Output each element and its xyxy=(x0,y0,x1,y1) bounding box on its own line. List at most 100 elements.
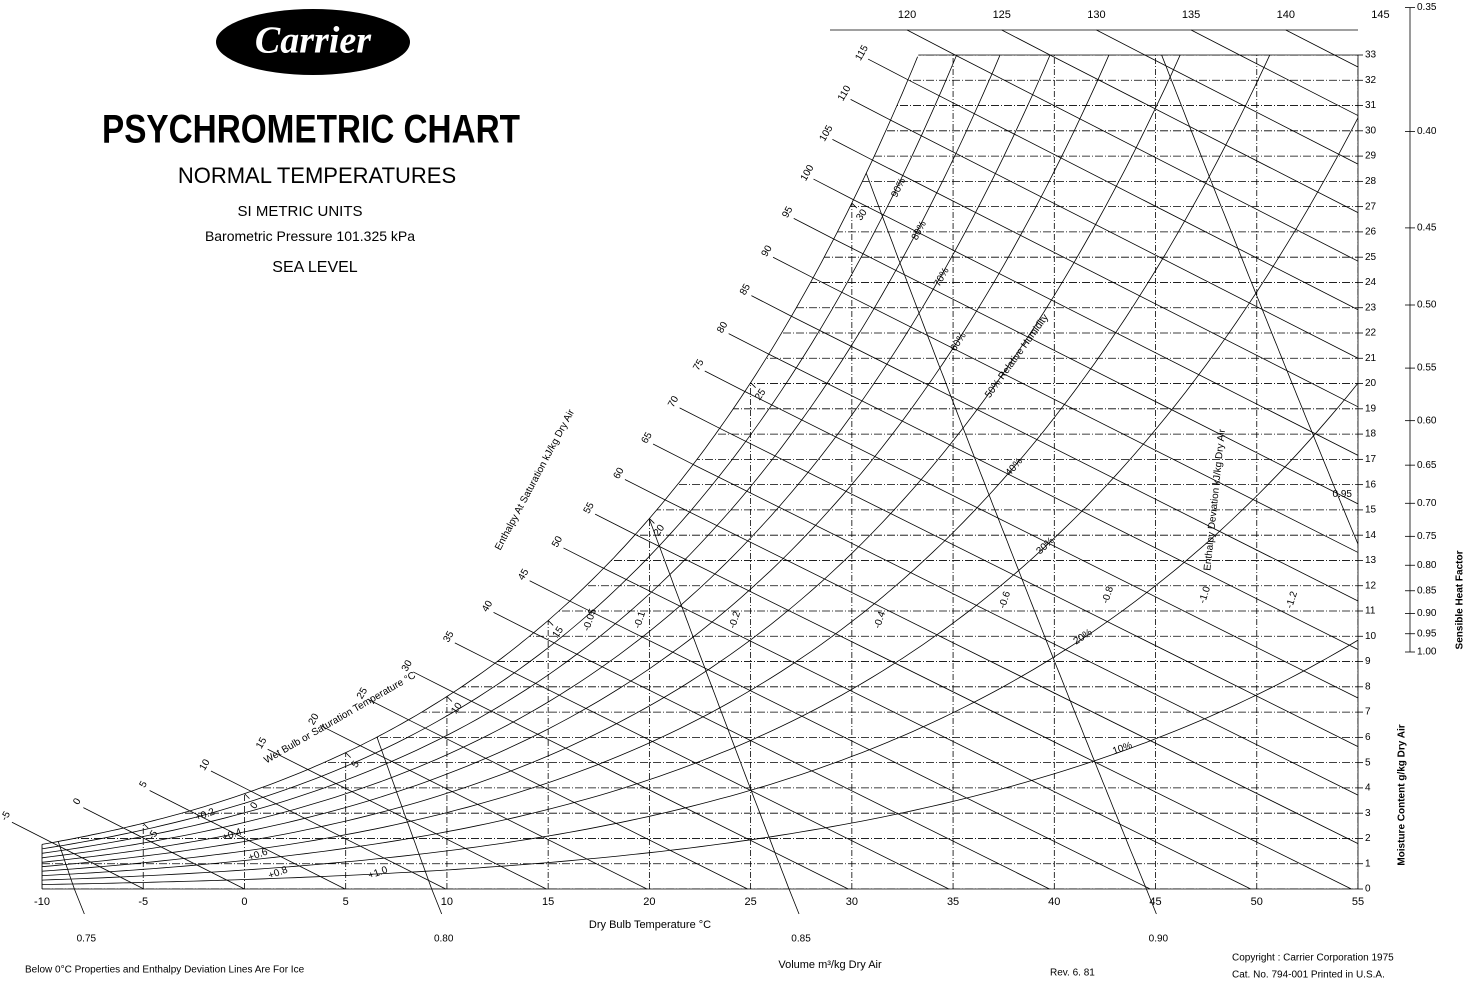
enthalpy-label: 75 xyxy=(691,357,706,373)
enthalpy-line xyxy=(744,391,1359,699)
rh-curve xyxy=(42,55,974,850)
wet-bulb-tick xyxy=(750,382,756,388)
y-tick-label: 6 xyxy=(1365,732,1371,743)
enthalpy-extension xyxy=(413,671,454,693)
x-tick-label: 35 xyxy=(947,896,959,908)
wet-bulb-label: 5 xyxy=(350,759,362,770)
x-axis-label: Dry Bulb Temperature °C xyxy=(589,919,711,931)
enthalpy-label: 10 xyxy=(198,757,213,773)
pressure-unit: kPa xyxy=(391,228,415,244)
wet-bulb-label: 15 xyxy=(551,624,567,640)
enthalpy-line xyxy=(692,464,1359,796)
copyright: Copyright : Carrier Corporation 1975 xyxy=(1232,953,1394,964)
enthalpy-label: 100 xyxy=(799,163,817,183)
y-tick-label: 8 xyxy=(1365,681,1371,692)
shf-label: Sensible Heat Factor xyxy=(1455,550,1466,649)
enthalpy-line xyxy=(833,238,1359,505)
enthalpy-extension xyxy=(454,642,496,664)
enthalpy-line xyxy=(603,567,1251,890)
enthalpy-label: 120 xyxy=(898,9,916,21)
rh-label: 10% xyxy=(1111,740,1134,757)
rh-label: 50% Relative Humidity xyxy=(983,312,1051,400)
y-tick-label: 12 xyxy=(1365,580,1377,591)
shf-tick-label: 0.95 xyxy=(1417,628,1437,639)
enthalpy-extension xyxy=(529,580,570,602)
x-tick-label: -5 xyxy=(138,896,148,908)
wet-bulb-tick xyxy=(142,822,149,829)
enthalpy-extension xyxy=(832,139,873,161)
enthalpy-label: 5 xyxy=(138,779,151,790)
wet-bulb-label: 20 xyxy=(652,522,668,538)
enthalpy-label: 25 xyxy=(355,686,370,702)
deviation-label: +0.8 xyxy=(267,864,290,881)
saturation-curve xyxy=(41,56,918,845)
y-tick-label: 14 xyxy=(1365,530,1377,541)
rh-label: 60% xyxy=(949,331,969,354)
rh-curve xyxy=(42,639,1358,885)
title: PSYCHROMETRIC CHART xyxy=(102,108,520,152)
deviation-label: -0.05 xyxy=(581,607,599,632)
enthalpy-label: -5 xyxy=(0,809,13,823)
enthalpy-label: 0 xyxy=(71,796,84,807)
enthalpy-label: 85 xyxy=(738,282,753,298)
y-tick-label: 28 xyxy=(1365,176,1377,187)
deviation-label: +0.6 xyxy=(247,846,270,863)
wet-bulb-label: 10 xyxy=(449,700,465,716)
wet-bulb-label: 0 xyxy=(248,800,260,811)
wet-bulb-tick xyxy=(345,752,351,758)
volume-line xyxy=(42,55,75,889)
enthalpy-label: 35 xyxy=(441,629,456,645)
y-tick-label: 1 xyxy=(1365,858,1371,869)
rh-label: 70% xyxy=(932,266,952,289)
enthalpy-line xyxy=(1334,54,1359,68)
enthalpy-extension xyxy=(704,370,746,392)
enthalpy-extension xyxy=(83,807,124,829)
enthalpy-extension xyxy=(1096,29,1146,56)
enthalpy-extension xyxy=(772,256,814,279)
pressure-label: Barometric Pressure xyxy=(205,228,333,244)
y-tick-label: 23 xyxy=(1365,302,1377,313)
enthalpy-line xyxy=(791,315,1359,602)
x-tick-label: 5 xyxy=(343,896,349,908)
deviation-label: -0.2 xyxy=(727,610,743,630)
enthalpy-line xyxy=(123,827,245,890)
rh-curve xyxy=(42,55,1288,872)
enthalpy-line xyxy=(51,842,145,890)
x-tick-label: 30 xyxy=(846,896,858,908)
enthalpy-line xyxy=(250,790,446,890)
enthalpy-line xyxy=(954,54,1359,262)
y-tick-label: 21 xyxy=(1365,353,1377,364)
volume-label: 0.85 xyxy=(791,934,811,945)
y-tick-label: 17 xyxy=(1365,454,1377,465)
enthalpy-extension xyxy=(813,178,854,201)
shf-tick-label: 0.80 xyxy=(1417,560,1437,571)
shf-tick-label: 0.45 xyxy=(1417,223,1437,234)
y-tick-label: 25 xyxy=(1365,252,1377,263)
enthalpy-extension xyxy=(210,770,252,792)
enthalpy-line xyxy=(872,159,1359,408)
volume-line xyxy=(1161,55,1358,889)
wet-bulb-tick xyxy=(649,518,655,524)
y-tick-label: 10 xyxy=(1365,631,1377,642)
y-tick-label: 0 xyxy=(1365,884,1371,895)
shf-tick-label: 0.90 xyxy=(1417,608,1437,619)
enthalpy-extension xyxy=(563,547,604,569)
enthalpy-label: 90 xyxy=(760,243,775,259)
enthalpy-label: 65 xyxy=(640,430,655,446)
y-tick-label: 15 xyxy=(1365,505,1377,516)
units: SI METRIC UNITS xyxy=(237,203,362,220)
enthalpy-label: 145 xyxy=(1371,9,1389,21)
shf-tick-label: 0.70 xyxy=(1417,498,1437,509)
x-tick-label: 20 xyxy=(643,896,655,908)
x-tick-label: 40 xyxy=(1048,896,1060,908)
y-tick-label: 22 xyxy=(1365,328,1377,339)
revision: Rev. 6. 81 xyxy=(1050,968,1095,979)
y-tick-label: 27 xyxy=(1365,201,1377,212)
enthalpy-extension xyxy=(1001,29,1051,56)
x-tick-label: 25 xyxy=(744,896,756,908)
enthalpy-label: 70 xyxy=(666,394,681,410)
volume-label: 0.80 xyxy=(434,934,454,945)
y-tick-label: 19 xyxy=(1365,403,1377,414)
y-tick-label: 9 xyxy=(1365,656,1371,667)
enthalpy-line xyxy=(494,662,950,890)
